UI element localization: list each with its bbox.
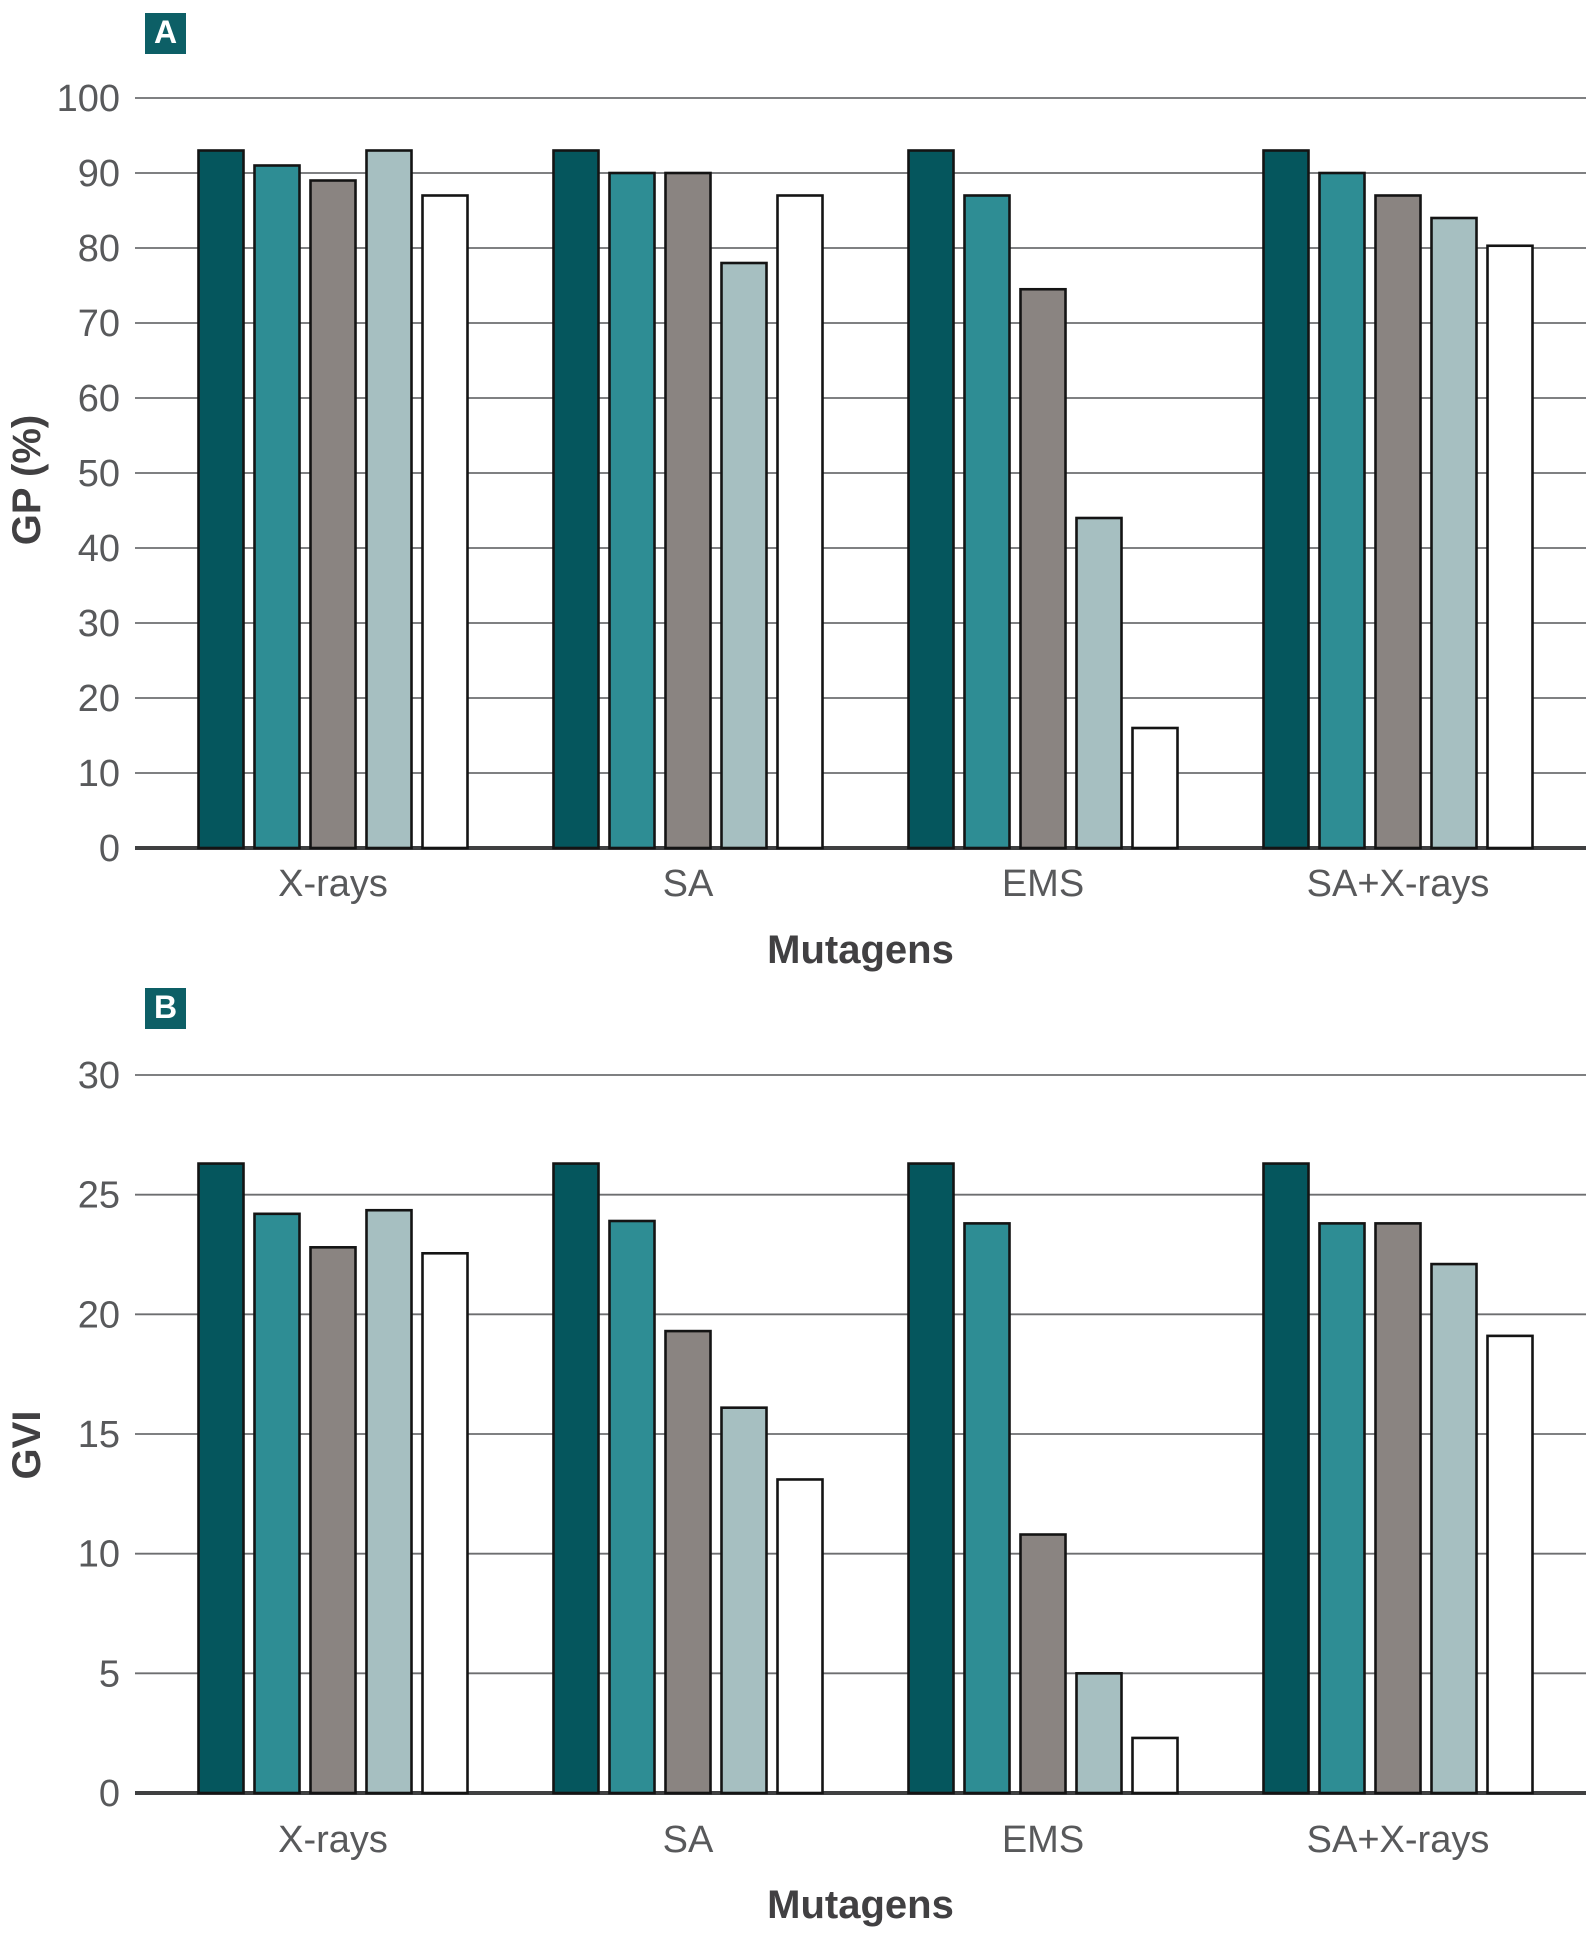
y-tick-label-a: 0	[99, 828, 120, 870]
bar-b-saxrays-series-5	[1486, 1334, 1534, 1795]
y-axis-title-b: GVI	[5, 1411, 49, 1480]
x-category-label-a: X-rays	[278, 863, 388, 905]
bar-b-sa-series-4	[720, 1406, 768, 1795]
panel-marker-box-b	[145, 988, 186, 1029]
bar-a-sa-series-4	[720, 261, 768, 850]
y-tick-label-a: 50	[78, 453, 120, 495]
y-tick-label-a: 90	[78, 153, 120, 195]
y-tick-label-b: 30	[78, 1055, 120, 1097]
bar-a-saxrays-series-4	[1430, 216, 1478, 850]
bar-b-ems-series-1	[907, 1162, 955, 1795]
x-category-label-b: X-rays	[278, 1819, 388, 1861]
bar-a-saxrays-series-5	[1486, 244, 1534, 850]
y-tick-label-a: 10	[78, 753, 120, 795]
bar-a-saxrays-series-2	[1318, 171, 1366, 850]
bar-b-ems-series-5	[1131, 1736, 1179, 1795]
bar-b-xrays-series-2	[253, 1212, 301, 1795]
x-category-label-a: SA	[663, 863, 714, 905]
y-tick-label-a: 80	[78, 228, 120, 270]
bar-a-ems-series-4	[1075, 516, 1123, 850]
bar-a-sa-series-1	[552, 149, 600, 850]
bar-a-sa-series-2	[608, 171, 656, 850]
y-tick-label-a: 20	[78, 678, 120, 720]
x-category-label-b: SA	[663, 1819, 714, 1861]
bar-b-ems-series-3	[1019, 1533, 1067, 1795]
bar-a-sa-series-3	[664, 171, 712, 850]
panel-marker-label-a: A	[154, 14, 177, 50]
bar-a-xrays-series-2	[253, 164, 301, 850]
y-tick-label-b: 25	[78, 1175, 120, 1217]
bar-b-ems-series-2	[963, 1222, 1011, 1795]
bar-b-saxrays-series-1	[1262, 1162, 1310, 1795]
bar-b-xrays-series-1	[197, 1162, 245, 1795]
bar-b-saxrays-series-3	[1374, 1222, 1422, 1795]
y-tick-label-a: 70	[78, 303, 120, 345]
x-category-label-b: EMS	[1002, 1819, 1084, 1861]
bar-b-xrays-series-5	[421, 1252, 469, 1795]
x-axis-title-a: Mutagens	[767, 928, 954, 972]
panel-marker-label-b: B	[154, 989, 177, 1025]
y-tick-label-b: 20	[78, 1294, 120, 1336]
bar-b-xrays-series-4	[365, 1208, 413, 1795]
bar-a-xrays-series-3	[309, 179, 357, 850]
bar-a-sa-series-5	[776, 194, 824, 850]
bar-a-ems-series-1	[907, 149, 955, 850]
bar-b-sa-series-2	[608, 1219, 656, 1795]
bar-b-sa-series-3	[664, 1329, 712, 1795]
bar-b-saxrays-series-2	[1318, 1222, 1366, 1795]
bar-b-saxrays-series-4	[1430, 1262, 1478, 1795]
bar-a-saxrays-series-3	[1374, 194, 1422, 850]
y-tick-label-a: 60	[78, 378, 120, 420]
bar-a-xrays-series-1	[197, 149, 245, 850]
y-tick-label-b: 10	[78, 1534, 120, 1576]
bar-a-ems-series-3	[1019, 287, 1067, 850]
x-axis-title-b: Mutagens	[767, 1883, 954, 1927]
bar-b-sa-series-1	[552, 1162, 600, 1795]
bar-a-saxrays-series-1	[1262, 149, 1310, 850]
bar-a-xrays-series-4	[365, 149, 413, 850]
bar-b-ems-series-4	[1075, 1672, 1123, 1795]
y-tick-label-b: 15	[78, 1414, 120, 1456]
x-category-label-a: SA+X-rays	[1307, 863, 1490, 905]
y-tick-label-b: 5	[99, 1653, 120, 1695]
bar-b-sa-series-5	[776, 1478, 824, 1795]
bar-a-ems-series-2	[963, 194, 1011, 850]
y-tick-label-a: 30	[78, 603, 120, 645]
x-category-label-b: SA+X-rays	[1307, 1819, 1490, 1861]
x-category-label-a: EMS	[1002, 863, 1084, 905]
bar-b-xrays-series-3	[309, 1246, 357, 1795]
bar-a-xrays-series-5	[421, 194, 469, 850]
y-axis-title-a: GP (%)	[5, 415, 49, 545]
bar-a-ems-series-5	[1131, 726, 1179, 850]
y-tick-label-a: 40	[78, 528, 120, 570]
y-tick-label-a: 100	[57, 78, 120, 120]
panel-marker-box-a	[145, 13, 186, 54]
y-tick-label-b: 0	[99, 1773, 120, 1815]
